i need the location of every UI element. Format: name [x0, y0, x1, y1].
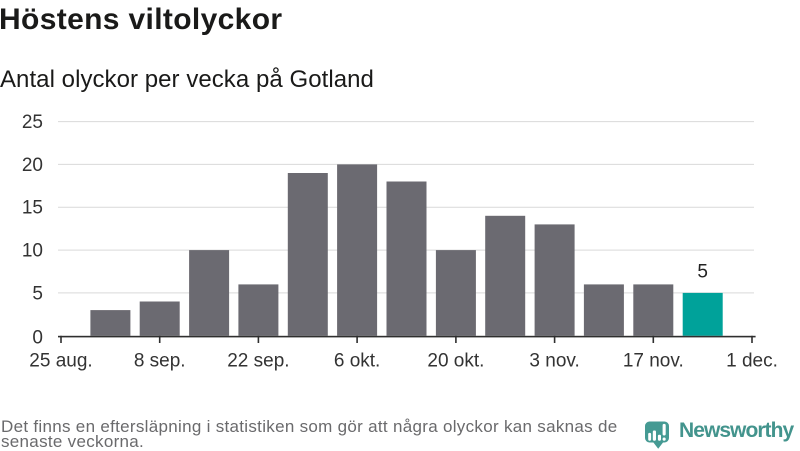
- svg-text:1 dec.: 1 dec.: [726, 350, 778, 371]
- svg-text:6 okt.: 6 okt.: [334, 350, 380, 371]
- svg-text:20: 20: [22, 155, 43, 176]
- svg-text:22 sep.: 22 sep.: [227, 350, 289, 371]
- svg-text:0: 0: [32, 328, 43, 349]
- svg-text:25: 25: [22, 112, 43, 133]
- svg-text:15: 15: [22, 198, 43, 219]
- svg-text:5: 5: [32, 283, 43, 304]
- svg-text:25 aug.: 25 aug.: [29, 350, 92, 371]
- svg-text:17 nov.: 17 nov.: [623, 350, 684, 371]
- svg-text:3 nov.: 3 nov.: [529, 350, 579, 371]
- svg-text:5: 5: [697, 262, 708, 283]
- svg-text:8 sep.: 8 sep.: [134, 350, 186, 371]
- svg-text:10: 10: [22, 241, 43, 262]
- svg-text:20 okt.: 20 okt.: [427, 350, 484, 371]
